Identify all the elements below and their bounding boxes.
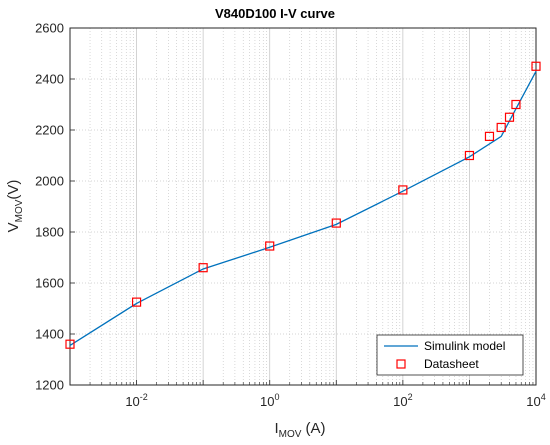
y-tick-label: 1400 bbox=[35, 327, 64, 342]
datasheet-point bbox=[484, 131, 495, 141]
datasheet-point bbox=[464, 150, 475, 161]
y-axis-label-sub: MOV bbox=[14, 199, 25, 222]
y-tick-label: 2400 bbox=[35, 72, 64, 87]
y-tick-label: 2600 bbox=[35, 21, 64, 36]
y-axis-label-main: V bbox=[5, 222, 22, 232]
legend-entry-datasheet: Datasheet bbox=[424, 357, 479, 371]
y-axis-label: VMOV(V) bbox=[5, 180, 25, 233]
x-tick-labels: 10-2 100 102 104 bbox=[125, 392, 545, 409]
axis-ticks bbox=[69, 27, 534, 386]
datasheet-point bbox=[504, 112, 515, 122]
x-tick-label: 10-2 bbox=[125, 392, 147, 409]
series-layer bbox=[65, 61, 541, 349]
x-axis-label: IMOV (A) bbox=[274, 420, 325, 440]
y-tick-label: 1800 bbox=[35, 225, 64, 240]
datasheet-point bbox=[496, 122, 506, 133]
x-axis-label-sub: MOV bbox=[279, 429, 302, 440]
y-tick-labels: 1200 1400 1600 1800 2000 2200 2400 2600 bbox=[35, 21, 64, 393]
legend-marker-datasheet bbox=[396, 359, 406, 369]
x-tick-label: 102 bbox=[393, 392, 412, 409]
chart-title: V840D100 I-V curve bbox=[215, 6, 335, 21]
datasheet-point bbox=[331, 218, 341, 228]
x-axis-label-unit: (A) bbox=[301, 420, 325, 437]
x-tick-label-exponent: 0 bbox=[274, 392, 279, 402]
x-tick-label: 100 bbox=[260, 392, 279, 409]
datasheet-point bbox=[198, 263, 208, 273]
legend: Simulink model Datasheet bbox=[376, 334, 524, 376]
series-line-simulink-model bbox=[69, 71, 537, 347]
x-tick-label-base: 10 bbox=[260, 394, 274, 409]
plot-frame bbox=[69, 27, 537, 386]
x-axis-label-main: I bbox=[274, 420, 278, 437]
datasheet-point bbox=[265, 241, 275, 251]
x-tick-label-base: 10 bbox=[393, 394, 407, 409]
y-tick-label: 2200 bbox=[35, 123, 64, 138]
minor-grid bbox=[89, 28, 534, 385]
y-tick-label: 1200 bbox=[35, 378, 64, 393]
x-tick-label-base: 10 bbox=[526, 394, 540, 409]
x-tick-label-exponent: 4 bbox=[541, 392, 546, 402]
datasheet-point bbox=[398, 185, 408, 195]
datasheet-point bbox=[131, 297, 142, 307]
legend-entry-simulink: Simulink model bbox=[424, 339, 505, 353]
y-tick-label: 2000 bbox=[35, 174, 64, 189]
x-tick-label-exponent: -2 bbox=[140, 392, 148, 402]
major-grid bbox=[69, 27, 536, 386]
x-tick-label-exponent: 2 bbox=[408, 392, 413, 402]
datasheet-point bbox=[65, 339, 75, 349]
x-tick-label-base: 10 bbox=[125, 394, 139, 409]
x-tick-label: 104 bbox=[526, 392, 545, 409]
y-axis-label-unit: (V) bbox=[5, 180, 22, 200]
datasheet-point bbox=[511, 99, 521, 110]
y-tick-label: 1600 bbox=[35, 276, 64, 291]
datasheet-point bbox=[531, 61, 541, 71]
